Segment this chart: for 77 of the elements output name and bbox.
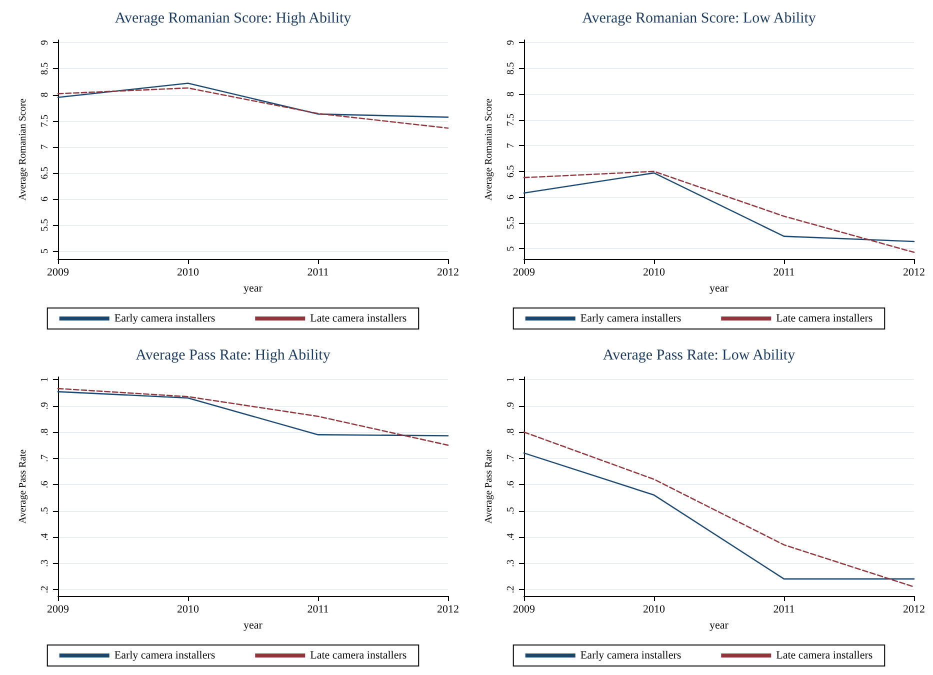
x-axis-title: year [244,619,263,632]
x-tick-label: 2011 [307,604,329,616]
y-tick-label: .7 [40,454,50,462]
line-series [57,87,449,129]
x-axis-title: year [710,282,729,294]
x-tick-label: 2010 [643,266,666,278]
y-tick-label: .5 [40,507,50,515]
x-tick-label: 2009 [513,266,536,278]
x-tick-label: 2009 [513,604,536,616]
y-tick-label: 6.5 [506,165,516,178]
chart-title: Average Pass Rate: High Ability [136,348,331,364]
y-tick-label: .6 [40,480,50,488]
x-tick-label: 2011 [307,266,329,278]
y-tick-label: .8 [40,428,50,436]
y-axis-title: Average Romanian Score [484,98,494,200]
y-tick-label: .3 [40,559,50,567]
x-tick-label: 2011 [773,604,795,616]
y-tick-label: 8 [506,92,516,97]
y-tick-label: .6 [506,480,516,488]
chart-title: Average Romanian Score: High Ability [114,10,352,26]
y-tick-label: 1 [506,377,516,382]
line-series [57,82,449,118]
legend-label: Late camera installers [310,312,407,324]
y-tick-label: .9 [506,402,516,410]
y-tick-label: 8.5 [40,62,50,75]
y-tick-label: 5.5 [506,216,516,230]
legend-label: Late camera installers [776,312,873,324]
x-tick-label: 2010 [177,266,200,278]
y-tick-label: 7.5 [40,114,50,128]
y-tick-label: 6 [506,194,516,200]
y-tick-label: 8 [40,92,50,98]
y-tick-label: .9 [40,402,50,410]
y-tick-label: 5 [40,248,50,254]
x-tick-label: 2012 [903,604,925,616]
legend-label: Early camera installers [114,312,216,324]
legend-label: Late camera installers [310,650,407,662]
y-tick-label: .4 [506,533,516,541]
legend-label: Early camera installers [580,312,682,324]
y-tick-label: .7 [506,454,516,462]
chart-title: Average Romanian Score: Low Ability [582,10,816,26]
y-tick-label: 1 [40,377,50,382]
x-tick-label: 2011 [773,266,795,278]
y-tick-label: .8 [506,428,516,436]
y-tick-label: .2 [506,586,516,594]
legend-label: Early camera installers [114,650,216,662]
x-tick-label: 2012 [437,604,459,616]
x-tick-label: 2010 [643,604,666,616]
x-tick-label: 2009 [47,266,70,278]
legend-label: Early camera installers [580,650,682,662]
chart-title: Average Pass Rate: Low Ability [602,348,796,364]
y-tick-label: .4 [40,533,50,541]
y-tick-label: 5.5 [40,218,50,232]
x-tick-label: 2009 [47,604,70,616]
x-tick-label: 2012 [437,266,459,278]
y-tick-label: .3 [506,559,516,567]
x-axis-title: year [244,282,263,294]
y-tick-label: .2 [40,586,50,594]
y-tick-label: 7.5 [506,114,516,126]
y-axis-title: Average Pass Rate [484,448,494,524]
x-tick-label: 2010 [177,604,200,616]
y-tick-label: 9 [40,40,50,46]
y-tick-label: .5 [506,507,516,515]
x-axis-title: year [710,619,729,632]
y-tick-label: 6 [40,196,50,202]
y-tick-label: 8.5 [506,62,516,75]
y-tick-label: 5 [506,246,516,252]
line-series [57,388,449,446]
y-tick-label: 7 [506,143,516,148]
line-series [57,391,449,436]
y-tick-label: 9 [506,40,516,46]
y-tick-label: 6.5 [40,166,50,180]
y-axis-title: Average Romanian Score [18,98,28,200]
y-tick-label: 7 [40,144,50,150]
line-series [523,431,915,588]
legend-label: Late camera installers [776,650,873,662]
x-tick-label: 2012 [903,266,925,278]
y-axis-title: Average Pass Rate [18,448,28,524]
